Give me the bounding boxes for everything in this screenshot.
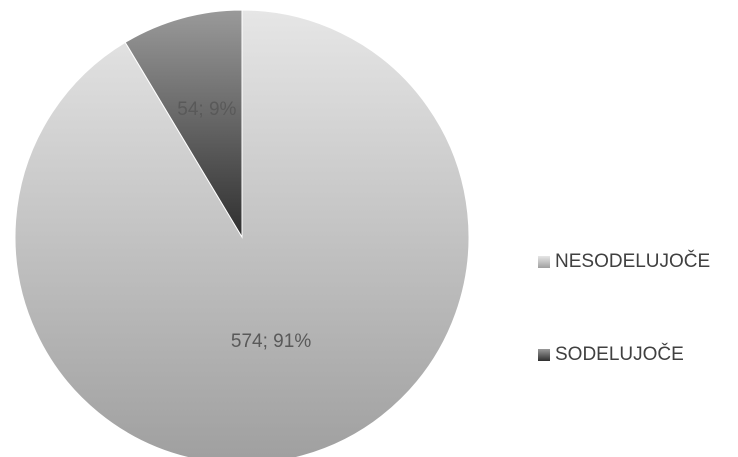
legend-swatch-nesodelujoče <box>538 256 550 268</box>
legend: NESODELUJOČE SODELUJOČE <box>538 250 710 365</box>
data-label-sodelujoče: 54; 9% <box>177 99 236 120</box>
pie-slice-sodelujoče <box>124 9 243 239</box>
legend-label-sodelujoče: SODELUJOČE <box>555 343 684 365</box>
data-label-nesodelujoče: 574; 91% <box>231 331 311 352</box>
data-labels: 574; 91% 54; 9% <box>177 99 311 352</box>
pie-slice-nesodelujoče <box>14 9 470 457</box>
pie-slices <box>14 9 470 457</box>
legend-label-nesodelujoče: NESODELUJOČE <box>555 250 710 272</box>
legend-swatch-sodelujoče <box>538 349 550 361</box>
